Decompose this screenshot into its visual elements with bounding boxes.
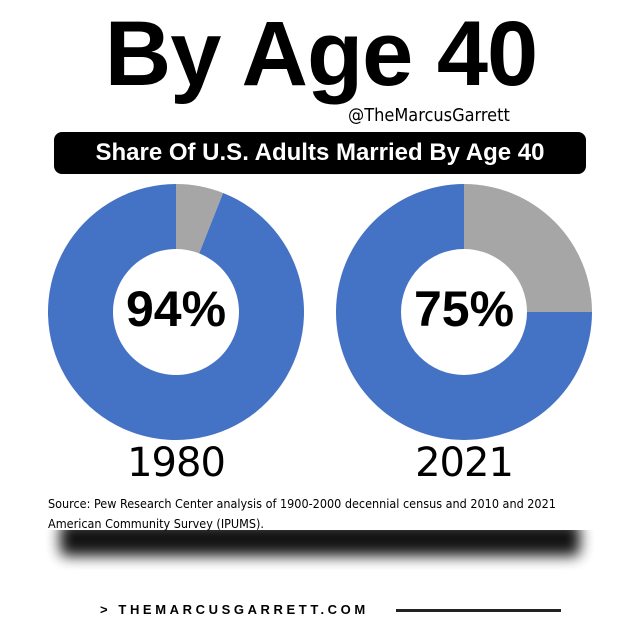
slice-not-married-2021 xyxy=(464,184,592,312)
donut-svg-2021 xyxy=(336,184,592,440)
year-label-2021: 2021 xyxy=(415,440,514,486)
donut-chart-2021 xyxy=(336,184,592,440)
slice-not-married-1980 xyxy=(176,184,224,254)
year-label-1980: 1980 xyxy=(127,440,226,486)
percent-label-2021: 75% xyxy=(413,281,515,337)
percent-label-1980: 94% xyxy=(125,281,227,337)
donut-svg-1980 xyxy=(48,184,304,440)
subtitle-bar: Share Of U.S. Adults Married By Age 40 xyxy=(54,132,586,174)
source-note: Source: Pew Research Center analysis of … xyxy=(48,496,556,531)
infographic-card: By Age 40 @TheMarcusGarrett Share Of U.S… xyxy=(42,3,600,531)
author-handle: @TheMarcusGarrett xyxy=(348,105,510,126)
footer-divider xyxy=(396,609,561,612)
donut-chart-1980 xyxy=(48,184,304,440)
headline: By Age 40 xyxy=(104,3,538,105)
slice-married-1980 xyxy=(48,184,304,440)
footer-site-link[interactable]: > THEMARCUSGARRETT.COM xyxy=(100,602,369,617)
slice-married-2021 xyxy=(336,184,592,440)
subtitle-text: Share Of U.S. Adults Married By Age 40 xyxy=(95,139,545,166)
